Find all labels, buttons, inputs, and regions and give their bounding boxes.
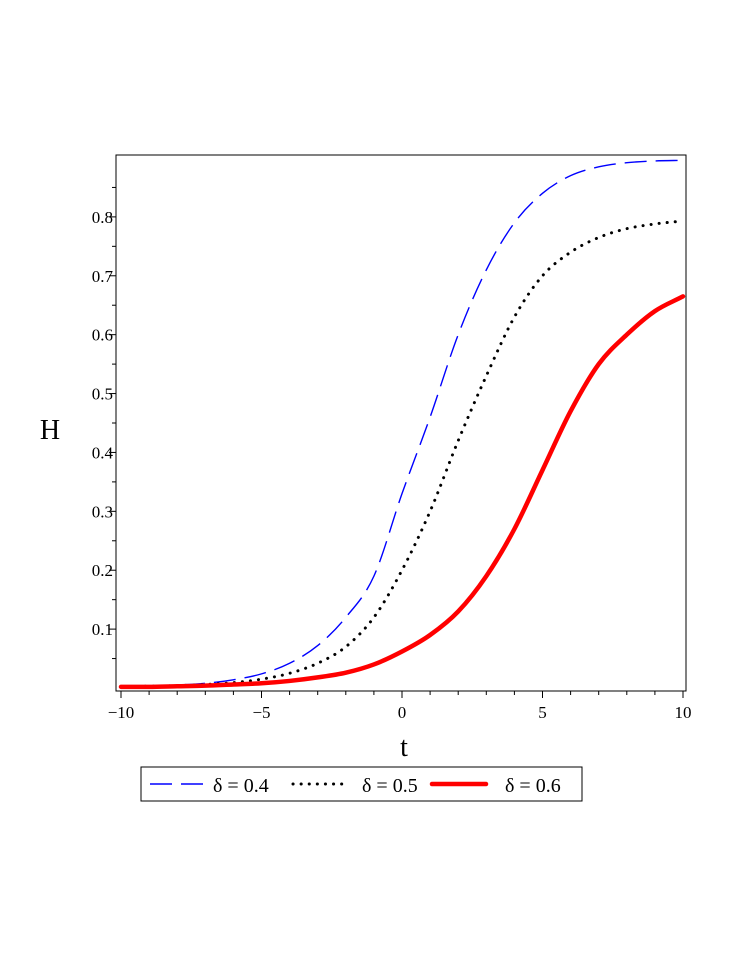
legend-label-2: δ = 0.5: [362, 775, 418, 797]
legend-box: [140, 766, 583, 802]
legend: δ = 0.4 δ = 0.5 δ = 0.6: [140, 766, 583, 802]
y-tick-label: 0.5: [92, 385, 113, 404]
x-tick-label: −10: [108, 703, 135, 722]
legend-label-1: δ = 0.4: [213, 775, 269, 797]
y-axis-label: H: [40, 415, 60, 446]
series-line-3: [118, 294, 686, 690]
y-tick-label: 0.3: [92, 502, 113, 521]
x-tick-label: 5: [538, 703, 547, 722]
y-tick-label: 0.6: [92, 326, 113, 345]
plot-frame: [115, 154, 687, 692]
y-tick-label: 0.4: [92, 443, 114, 462]
series-line-1: [120, 159, 684, 688]
x-tick-label: 0: [398, 703, 407, 722]
axes: −10 −5 0 5 10 0.1 0.2 0.3 0.4 0.5 0.6 0.7 0.8: [92, 186, 692, 722]
y-tick-label: 0.7: [92, 267, 114, 286]
x-tick-label: −5: [252, 703, 270, 722]
y-tick-label: 0.1: [92, 620, 113, 639]
y-tick-label: 0.2: [92, 561, 113, 580]
series-line-2: [119, 219, 685, 689]
y-tick-label: 0.8: [92, 208, 113, 227]
series-layer: [118, 159, 686, 690]
legend-label-3: δ = 0.6: [505, 775, 561, 797]
x-axis-label: t: [400, 732, 408, 763]
x-tick-label: 10: [675, 703, 692, 722]
